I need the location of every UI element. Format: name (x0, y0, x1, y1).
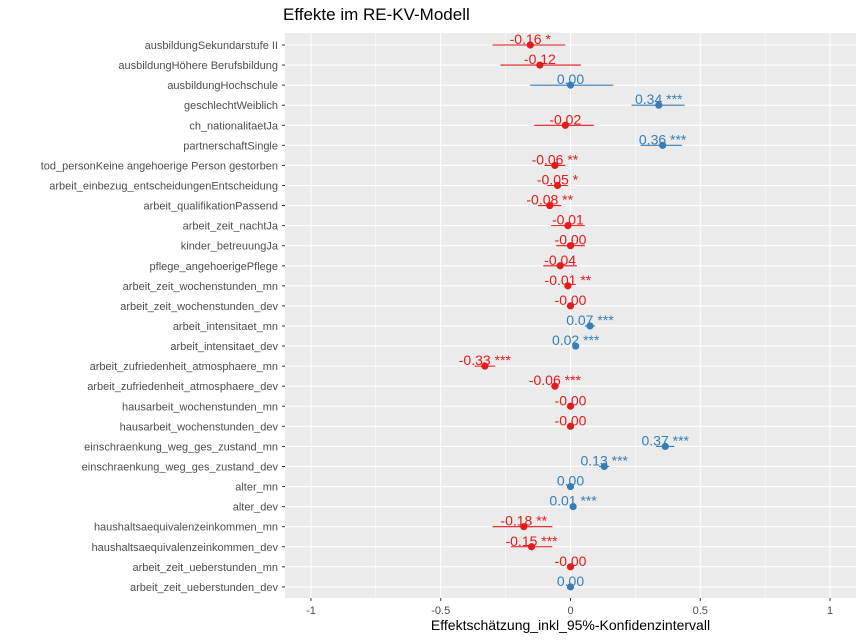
estimate-label: 0.36 *** (639, 131, 687, 147)
y-axis-label: arbeit_zeit_nachtJa (183, 221, 279, 233)
estimate-label: 0.37 *** (641, 432, 689, 448)
x-axis-title: Effektschätzung_inkl_95%-Konfidenzinterv… (430, 617, 711, 633)
y-axis-label: partnerschaftSingle (183, 140, 278, 152)
estimate-label: -0.02 (549, 111, 581, 127)
y-axis-label: arbeit_intensitaet_dev (170, 341, 278, 353)
y-axis-labels: ausbildungSekundarstufe II ausbildungHöhe… (41, 40, 285, 594)
chart-title: Effekte im RE-KV-Modell (283, 5, 470, 24)
y-axis-label: einschraenkung_weg_ges_zustand_dev (82, 461, 279, 473)
y-axis-label: alter_mn (235, 482, 278, 494)
estimate-point (481, 362, 489, 370)
y-axis-label: ch_nationalitaetJa (189, 120, 279, 132)
estimate-point (520, 523, 528, 531)
estimate-label: 0.00 (557, 573, 584, 589)
y-axis-label: arbeit_zeit_wochenstunden_dev (120, 301, 278, 313)
y-axis-label: arbeit_zeit_wochenstunden_mn (123, 281, 278, 293)
estimate-point (566, 422, 575, 430)
estimate-label: -0.33 *** (459, 352, 512, 368)
estimate-point (566, 302, 575, 310)
estimate-point (556, 262, 564, 270)
estimate-point (566, 482, 575, 491)
estimate-label: 0.01 *** (549, 493, 597, 509)
estimate-point (661, 442, 669, 450)
y-axis-label: hausarbeit_wochenstunden_mn (122, 401, 278, 413)
estimate-label: -0.05 * (537, 171, 579, 187)
estimate-point (526, 41, 534, 49)
estimate-label: 0.02 *** (552, 332, 600, 348)
y-axis-label: hausarbeit_wochenstunden_dev (120, 421, 279, 433)
y-axis-label: ausbildungHöhere Berufsbildung (118, 60, 278, 72)
estimate-point (561, 121, 569, 129)
y-axis-label: alter_dev (233, 502, 279, 514)
y-axis-label: pflege_angehoerigePflege (150, 261, 278, 273)
y-axis-label: kinder_betreuungJa (181, 241, 279, 253)
y-axis-label: arbeit_zufriedenheit_atmosphaere_dev (87, 381, 278, 393)
estimate-point (566, 583, 575, 591)
estimate-label: -0.08 ** (526, 192, 573, 208)
estimate-label: -0.18 ** (500, 513, 547, 529)
estimate-label: -0.00 (555, 392, 587, 408)
x-tick-label: 1 (827, 605, 833, 617)
y-axis-label: haushaltsaequivalenzeinkommen_mn (94, 522, 278, 534)
estimate-point (564, 222, 572, 230)
y-axis-label: arbeit_intensitaet_mn (173, 321, 278, 333)
estimate-point (655, 101, 663, 109)
estimate-point (659, 141, 667, 149)
y-axis-label: ausbildungHochschule (167, 80, 278, 92)
y-axis-label: einschraenkung_weg_ges_zustand_mn (84, 441, 278, 453)
estimate-point (586, 322, 594, 330)
estimate-label: -0.04 (544, 252, 576, 268)
estimate-label: -0.16 * (510, 31, 552, 47)
estimate-label: -0.00 (555, 412, 587, 428)
estimate-point (527, 543, 536, 551)
estimate-label: -0.01 (552, 212, 584, 228)
estimate-label: 0.00 (557, 473, 584, 489)
estimate-label: -0.00 (555, 232, 587, 248)
estimate-marks: -0.16 *-0.120.000.34 ***-0.020.36 ***-0.… (459, 31, 690, 591)
y-axis-label: arbeit_einbezug_entscheidungenEntscheidu… (49, 180, 278, 192)
estimate-point (566, 81, 575, 89)
estimate-label: -0.15 *** (505, 533, 558, 549)
estimate-point (553, 181, 562, 190)
estimate-point (551, 382, 559, 390)
y-axis-label: arbeit_qualifikationPassend (143, 201, 278, 213)
x-tick-label: 0 (567, 605, 573, 617)
x-axis-ticks: -1 -0.5 0 0.5 1 (306, 598, 833, 617)
estimate-point (536, 61, 544, 69)
estimate-point (600, 462, 608, 471)
y-axis-label: arbeit_zeit_ueberstunden_dev (130, 582, 279, 594)
estimate-label: 0.13 *** (580, 452, 628, 468)
estimate-label: -0.01 ** (545, 272, 592, 288)
estimate-label: -0.06 *** (529, 372, 582, 388)
estimate-label: -0.06 ** (532, 151, 579, 167)
estimate-point (551, 161, 559, 170)
y-axis-label: ausbildungSekundarstufe II (145, 40, 278, 52)
y-axis-label: tod_personKeine angehoerige Person gesto… (41, 160, 278, 172)
y-axis-label: arbeit_zeit_ueberstunden_mn (132, 562, 278, 574)
estimate-label: 0.34 *** (635, 91, 683, 107)
y-axis-label: haushaltsaequivalenzeinkommen_dev (91, 542, 278, 554)
x-tick-label: -0.5 (431, 605, 450, 617)
estimate-label: 0.00 (557, 71, 584, 87)
estimate-point (572, 342, 580, 350)
estimate-point (546, 201, 554, 210)
estimate-label: -0.12 (524, 51, 556, 67)
estimate-label: -0.00 (555, 553, 587, 569)
estimate-point (566, 402, 575, 410)
x-tick-label: 0.5 (693, 605, 708, 617)
estimate-point (569, 503, 577, 511)
estimate-point (566, 563, 575, 571)
y-axis-label: geschlechtWeiblich (184, 100, 278, 112)
y-axis-label: arbeit_zufriedenheit_atmosphaere_mn (90, 361, 278, 373)
estimate-point (564, 282, 572, 290)
estimate-label: 0.07 *** (566, 312, 614, 328)
estimate-point (566, 242, 575, 250)
gridlines (285, 33, 856, 598)
estimate-label: -0.00 (555, 292, 587, 308)
x-tick-label: -1 (306, 605, 316, 617)
